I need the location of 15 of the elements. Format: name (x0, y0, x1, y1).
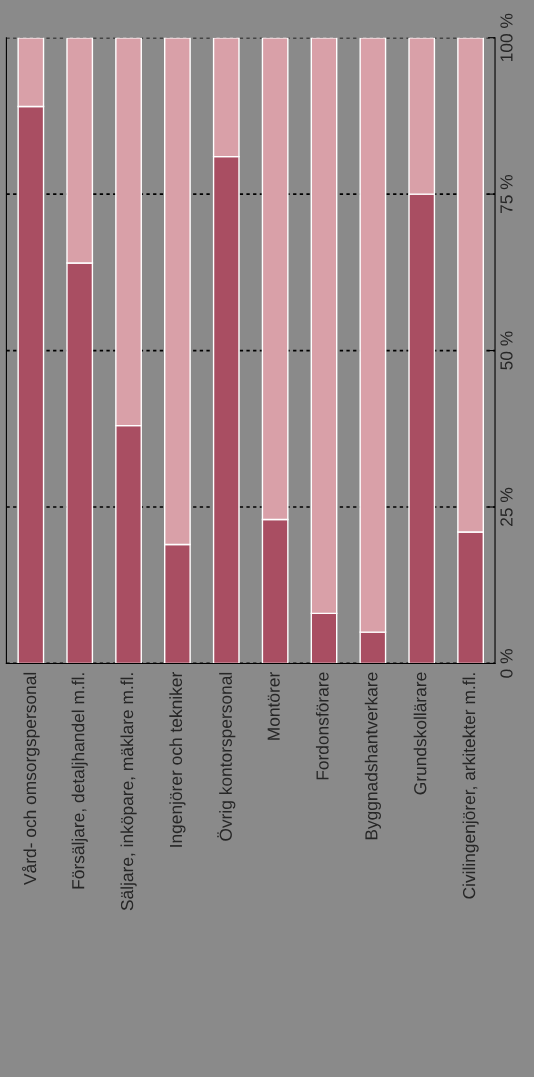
x-tick-label: Byggnadshantverkare (364, 672, 381, 840)
x-tick-label: Ingenjörer och tekniker (169, 672, 186, 847)
x-tick-label: Montörer (267, 672, 280, 740)
x-tick-label: Grundskollärare (413, 672, 427, 795)
x-tick-label: Vård- och omsorgspersonal (22, 672, 40, 885)
y-tick-label: 0 % (500, 649, 513, 678)
x-tick-label: Fordonsförare (315, 672, 329, 780)
x-tick-label: Säljare, inköpare, mäklare m.fl. (120, 673, 137, 911)
y-tick-label: 50 % (500, 331, 513, 370)
x-tick-label: Övrig kontorspersonal (217, 672, 236, 841)
x-tick-label: Civilingenjörer, arkitekter m.fl. (462, 673, 479, 899)
x-tick-label: Försäljare, detaljhandel m.fl. (71, 673, 88, 889)
y-tick-label: 25 % (500, 487, 513, 526)
y-tick-label: 100 % (500, 13, 513, 61)
y-tick-label: 75 % (500, 174, 513, 214)
